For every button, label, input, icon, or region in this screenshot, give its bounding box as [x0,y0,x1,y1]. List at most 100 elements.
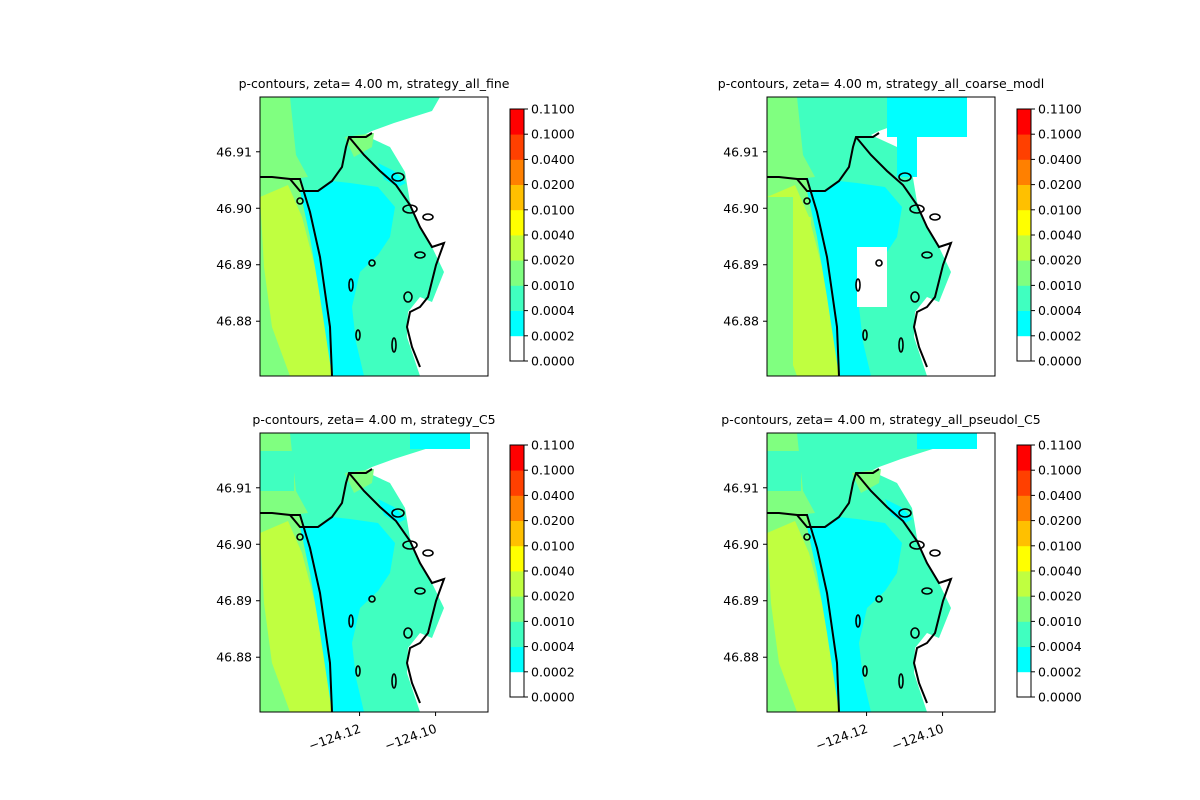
y-tick-label: 46.89 [216,257,252,272]
island-outline [921,251,933,259]
island-outline [898,337,904,353]
island-outline [422,549,434,557]
colorbar-swatch [1017,184,1031,211]
y-tick-label: 46.90 [216,537,252,552]
colorbar-swatch [1017,159,1031,185]
colorbar-label: 0.0200 [531,177,575,192]
island-outline [803,533,811,541]
bay-field [807,517,902,712]
colorbar-label: 0.0004 [531,303,575,318]
colorbar-swatch [1017,335,1031,362]
colorbar-swatch [1017,109,1031,135]
offshore-patch [917,433,977,449]
colorbar-label: 0.0004 [531,639,575,654]
x-tick-label: −124.10 [890,721,946,754]
colorbar-label: 0.0040 [1038,564,1082,579]
colorbar-label: 0.0020 [531,589,575,604]
y-tick-label: 46.90 [723,201,759,216]
colorbar-label: 0.0010 [1038,614,1082,629]
island-outline [402,204,418,214]
island-outline [909,540,925,550]
coarse-block [897,137,917,177]
island-outline [391,172,405,182]
coastal-patch [260,451,294,491]
y-tick-label: 46.91 [216,144,252,159]
spit-coastline [767,132,880,192]
outer-coastline [290,514,333,712]
bay-coastline [855,136,953,368]
spit-tip-patch [345,469,374,493]
island-outline [402,540,418,550]
colorbar-label: 0.1100 [1038,438,1082,453]
colorbar-swatch [510,545,524,572]
colorbar: 0.0000 0.0002 0.0004 0.0010 0.0020 0.0040 0.01… [509,102,575,369]
colorbar-label: 0.0100 [1038,538,1082,553]
y-tick-label: 46.90 [216,201,252,216]
y-tick-label: 46.89 [723,257,759,272]
colorbar-label: 0.0004 [1038,639,1082,654]
island-outline [296,533,304,541]
y-tick-label: 46.89 [723,593,759,608]
colorbar-swatch [510,235,524,261]
colorbar-swatch [1017,260,1031,286]
island-outline [368,259,376,267]
bay-coastline [855,472,953,704]
island-outline [414,587,426,595]
island-outline [910,291,920,303]
colorbar-label: 0.0040 [531,564,575,579]
axes-frame [766,96,996,377]
colorbar-label: 0.0040 [1038,228,1082,243]
panel-2: p-contours, zeta= 4.00 m, strategy_all_c… [718,76,1082,377]
island-outline [348,278,354,292]
panel-4: p-contours, zeta= 4.00 m, strategy_all_p… [721,412,1082,753]
colorbar-label: 0.1000 [1038,127,1082,142]
colorbar-swatch [1017,235,1031,261]
colorbar-swatch [510,285,524,311]
y-tick-label: 46.88 [723,650,759,665]
island-outline [355,329,361,341]
island-outline [921,587,933,595]
colorbar-label: 0.0400 [531,488,575,503]
island-outline [855,278,861,292]
island-outline [929,549,941,557]
field-map [260,433,488,712]
colorbar-label: 0.0002 [1038,328,1082,343]
island-outline [862,665,868,677]
colorbar-swatch [510,520,524,547]
panel-3: p-contours, zeta= 4.00 m, strategy_C5 46.… [216,412,575,753]
panel-title: p-contours, zeta= 4.00 m, strategy_all_f… [239,76,510,91]
colorbar-label: 0.0100 [1038,202,1082,217]
colorbar-label: 0.1000 [1038,463,1082,478]
colorbar-swatch [1017,285,1031,311]
bay-field [300,517,395,712]
colorbar-swatch [510,671,524,698]
colorbar-label: 0.1000 [531,463,575,478]
colorbar-label: 0.0100 [531,202,575,217]
colorbar-label: 0.0200 [1038,513,1082,528]
coastal-band [767,97,815,179]
island-outline [391,673,397,689]
y-tick-label: 46.91 [723,480,759,495]
y-tick-label: 46.91 [216,480,252,495]
bay-field [807,181,902,376]
island-outline [414,251,426,259]
axes-frame [259,96,489,377]
island-outline [391,508,405,518]
colorbar-swatch [1017,571,1031,597]
y-tick-label: 46.91 [723,144,759,159]
bay-field [300,181,395,376]
coarse-block [793,217,811,337]
x-tick-label: −124.12 [307,721,363,754]
island-outline [875,259,883,267]
bay-coastline [348,472,446,704]
colorbar-swatch [510,445,524,471]
island-outline [368,595,376,603]
colorbar-swatch [510,571,524,597]
island-outline [348,614,354,628]
colorbar-swatch [1017,134,1031,160]
colorbar-swatch [510,260,524,286]
coarse-block [887,97,967,137]
outer-coastline [290,178,333,376]
colorbar-swatch [1017,545,1031,572]
